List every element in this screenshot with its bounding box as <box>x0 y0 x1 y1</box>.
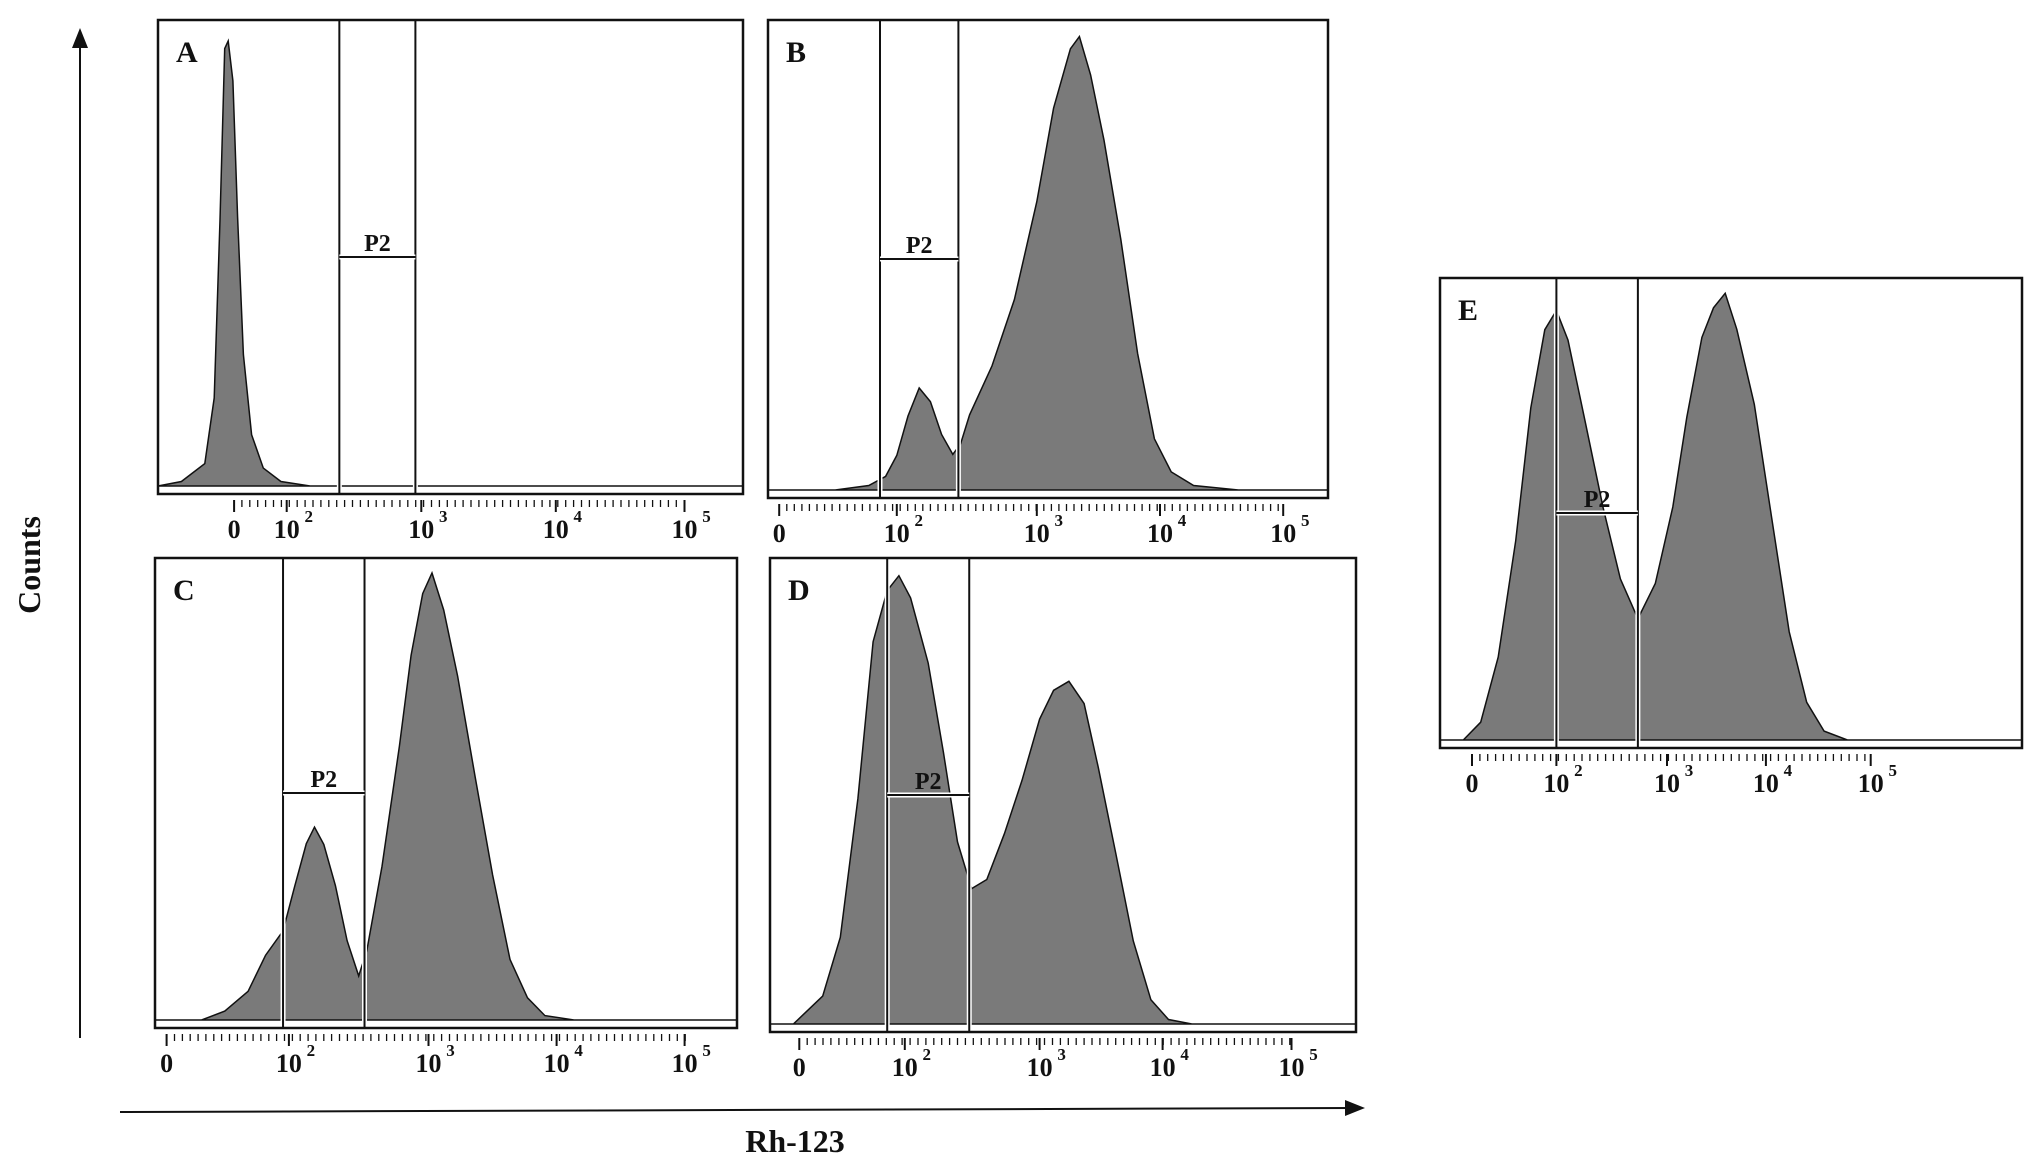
x-tick-exponent: 4 <box>574 507 583 526</box>
panel-letter: A <box>176 36 198 69</box>
gate-label: P2 <box>364 231 391 257</box>
x-tick-exponent: 2 <box>1574 761 1583 780</box>
x-tick-exponent: 4 <box>1784 761 1793 780</box>
x-axis-arrow <box>119 1100 1365 1117</box>
panel-frame <box>1438 276 2024 750</box>
panel-letter: C <box>173 574 195 607</box>
x-tick-exponent: 3 <box>1057 1045 1066 1064</box>
x-tick-label: 10 <box>1654 769 1680 798</box>
x-tick-label: 10 <box>672 1049 698 1078</box>
x-tick-exponent: 5 <box>1309 1045 1318 1064</box>
histogram-area <box>155 570 737 1021</box>
x-tick-label: 10 <box>544 1049 570 1078</box>
x-tick-label: 0 <box>793 1053 806 1082</box>
x-tick-label: 10 <box>1150 1053 1176 1082</box>
x-tick-exponent: 2 <box>915 511 924 530</box>
x-tick-exponent: 5 <box>702 1041 711 1060</box>
x-tick-label: 10 <box>408 515 434 544</box>
x-tick-label: 10 <box>1270 519 1296 548</box>
x-tick-exponent: 2 <box>304 507 313 526</box>
x-tick-exponent: 3 <box>446 1041 455 1060</box>
gate-label: P2 <box>310 767 337 793</box>
x-tick-label: 10 <box>1753 769 1779 798</box>
panel-frame <box>766 18 1330 500</box>
x-tick-label: 10 <box>1543 769 1569 798</box>
x-tick-label: 10 <box>672 515 698 544</box>
panel-frame <box>153 556 739 1030</box>
x-tick-exponent: 4 <box>1180 1045 1189 1064</box>
x-tick-exponent: 3 <box>1055 511 1064 530</box>
x-tick-exponent: 5 <box>702 507 711 526</box>
panel-b: P2 B 0 10 2 10 3 10 4 10 5 <box>766 18 1330 548</box>
x-tick-label: 10 <box>1027 1053 1053 1082</box>
histogram-area <box>768 34 1328 491</box>
x-tick-label: 10 <box>1147 519 1173 548</box>
x-tick-label: 0 <box>1466 769 1479 798</box>
x-tick-exponent: 4 <box>1178 511 1187 530</box>
x-tick-label: 0 <box>160 1049 173 1078</box>
x-tick-label: 0 <box>773 519 786 548</box>
x-tick-label: 10 <box>416 1049 442 1078</box>
panel-frame <box>156 18 745 496</box>
y-axis-label: Counts <box>11 516 47 614</box>
x-tick-exponent: 5 <box>1301 511 1310 530</box>
x-tick-label: 10 <box>1279 1053 1305 1082</box>
gate-label: P2 <box>915 769 942 795</box>
histogram-area <box>1440 291 2022 741</box>
x-tick-exponent: 2 <box>307 1041 316 1060</box>
x-tick-exponent: 3 <box>439 507 448 526</box>
histogram-area <box>157 38 743 487</box>
x-tick-label: 10 <box>543 515 569 544</box>
x-axis-label: Rh-123 <box>745 1123 845 1159</box>
histogram-area <box>770 574 1356 1025</box>
x-tick-label: 10 <box>892 1053 918 1082</box>
gate-label: P2 <box>1584 487 1611 513</box>
x-tick-label: 10 <box>1024 519 1050 548</box>
x-tick-label: 10 <box>274 515 300 544</box>
x-tick-label: 10 <box>884 519 910 548</box>
x-tick-label: 10 <box>1858 769 1884 798</box>
panel-letter: D <box>788 574 810 607</box>
x-tick-exponent: 3 <box>1685 761 1694 780</box>
x-tick-label: 0 <box>228 515 241 544</box>
panel-frame <box>768 556 1358 1034</box>
x-tick-exponent: 2 <box>923 1045 932 1064</box>
gate-label: P2 <box>906 233 933 259</box>
x-tick-exponent: 5 <box>1888 761 1897 780</box>
x-tick-exponent: 4 <box>574 1041 583 1060</box>
panel-letter: B <box>786 36 806 69</box>
panel-letter: E <box>1458 294 1478 327</box>
x-tick-label: 10 <box>276 1049 302 1078</box>
